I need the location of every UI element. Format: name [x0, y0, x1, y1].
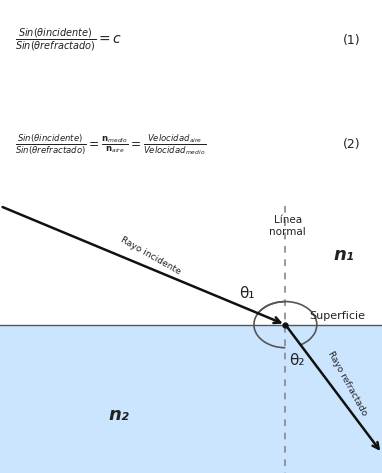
Text: (2): (2) — [343, 138, 361, 151]
Text: θ₁: θ₁ — [240, 286, 255, 301]
Text: Superficie: Superficie — [309, 311, 365, 322]
Text: n₂: n₂ — [109, 406, 129, 424]
Text: n₁: n₁ — [333, 246, 354, 264]
Text: Línea
normal: Línea normal — [269, 215, 306, 237]
Text: θ₂: θ₂ — [289, 353, 304, 368]
Bar — [0, 324, 382, 473]
Text: Rayo incidente: Rayo incidente — [119, 235, 182, 276]
Text: $\mathbf{\frac{\mathit{Sin(\theta incidente)}}{\mathit{Sin(\theta refractado)}}}: $\mathbf{\frac{\mathit{Sin(\theta incide… — [15, 132, 206, 157]
Text: (1): (1) — [343, 34, 361, 47]
Text: $\mathbf{\frac{\mathit{Sin(\theta incidente)}}{\mathit{Sin(\theta refractado)}}}: $\mathbf{\frac{\mathit{Sin(\theta incide… — [15, 26, 123, 54]
Text: Rayo refractado: Rayo refractado — [326, 350, 369, 417]
